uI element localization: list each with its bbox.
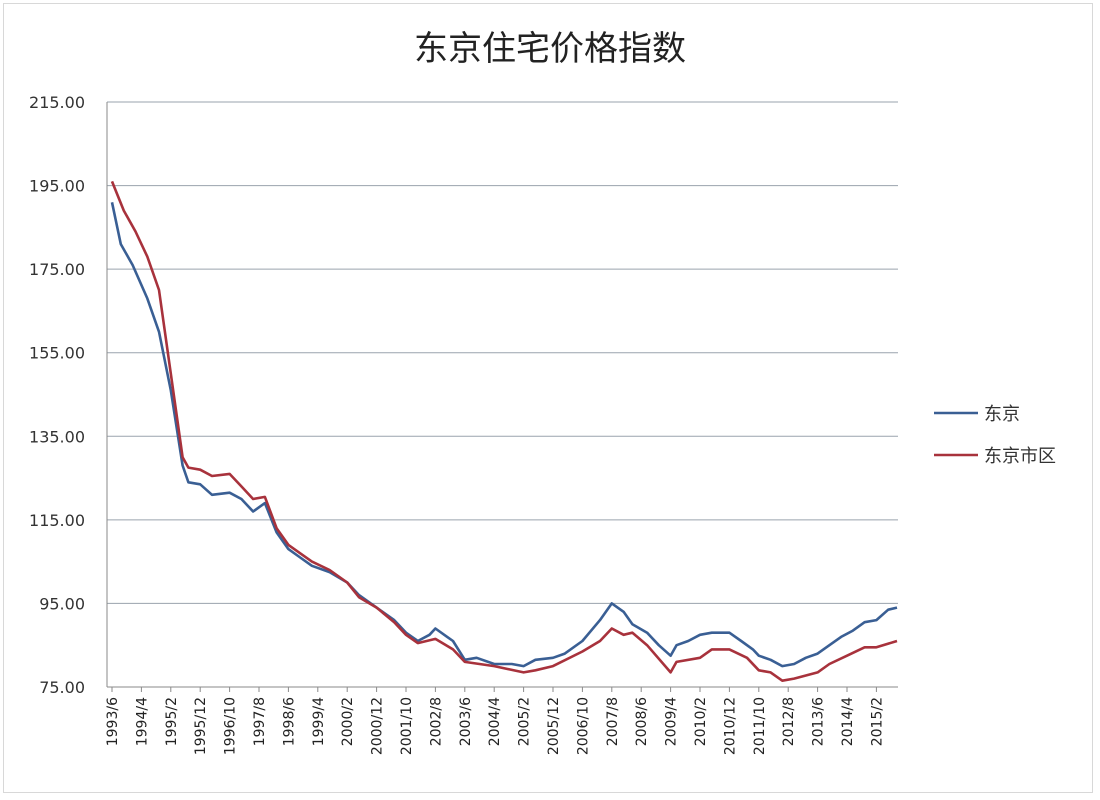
x-tick-label: 2005/2 bbox=[517, 697, 533, 746]
chart-title: 东京住宅价格指数 bbox=[414, 29, 686, 69]
x-tick-label: 1998/6 bbox=[281, 697, 297, 746]
x-tick-label: 2007/8 bbox=[605, 697, 621, 746]
x-tick-label: 2015/2 bbox=[869, 697, 885, 746]
x-tick-label: 2005/12 bbox=[546, 697, 562, 755]
x-tick-label: 1997/8 bbox=[252, 697, 268, 746]
x-tick-label: 1994/4 bbox=[134, 697, 150, 746]
x-tick-label: 2012/8 bbox=[781, 697, 797, 746]
y-tick-label: 75.00 bbox=[39, 678, 85, 697]
y-tick-label: 215.00 bbox=[29, 93, 85, 112]
y-tick-label: 135.00 bbox=[29, 427, 85, 446]
x-tick-label: 1995/2 bbox=[164, 697, 180, 746]
x-tick-label: 2013/6 bbox=[811, 697, 827, 746]
y-tick-label: 195.00 bbox=[29, 177, 85, 196]
x-tick-label: 2011/10 bbox=[752, 697, 768, 755]
legend-label: 东京 bbox=[984, 404, 1020, 425]
x-tick-label: 2010/2 bbox=[693, 697, 709, 746]
x-tick-label: 2000/2 bbox=[340, 697, 356, 746]
x-tick-label: 1996/10 bbox=[223, 697, 239, 755]
x-tick-label: 2010/12 bbox=[722, 697, 738, 755]
x-tick-label: 2003/6 bbox=[458, 697, 474, 746]
x-tick-label: 2000/12 bbox=[370, 697, 386, 755]
x-tick-label: 2008/6 bbox=[634, 697, 650, 746]
x-tick-label: 2009/4 bbox=[664, 697, 680, 746]
series-line-1 bbox=[110, 202, 898, 668]
chart-frame bbox=[3, 3, 1093, 793]
y-tick-label: 115.00 bbox=[29, 511, 85, 530]
x-tick-label: 2002/8 bbox=[428, 697, 444, 746]
series-line-2 bbox=[110, 180, 898, 682]
legend-label: 东京市区 bbox=[984, 446, 1056, 467]
x-tick-label: 2006/10 bbox=[575, 697, 591, 755]
y-tick-label: 95.00 bbox=[39, 594, 85, 613]
x-tick-label: 2001/10 bbox=[399, 697, 415, 755]
x-tick-label: 2004/4 bbox=[487, 697, 503, 746]
y-tick-label: 175.00 bbox=[29, 260, 85, 279]
x-tick-label: 2014/4 bbox=[840, 697, 856, 746]
x-tick-label: 1995/12 bbox=[193, 697, 209, 755]
x-tick-label: 1993/6 bbox=[105, 697, 121, 746]
x-tick-label: 1999/4 bbox=[311, 697, 327, 746]
y-tick-label: 155.00 bbox=[29, 344, 85, 363]
